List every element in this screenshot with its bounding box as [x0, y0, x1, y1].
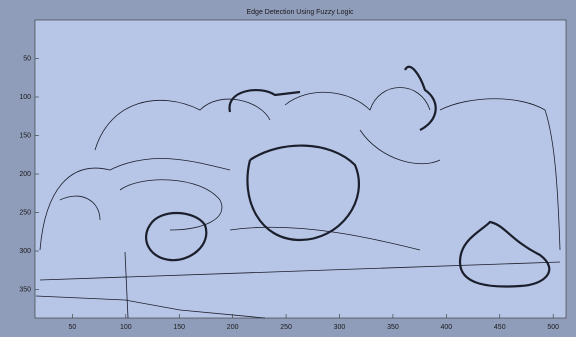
y-tick-label: 250 — [19, 209, 31, 216]
chart-title: Edge Detection Using Fuzzy Logic — [247, 9, 354, 16]
x-tick-label: 350 — [387, 324, 399, 331]
image-area — [35, 20, 566, 318]
y-tick-label: 100 — [19, 94, 31, 101]
page: Edge Detection Using Fuzzy Logic 50 100 15… — [0, 0, 576, 337]
x-tick-label: 500 — [547, 324, 559, 331]
x-tick-label: 300 — [334, 324, 346, 331]
y-tick-label: 150 — [19, 132, 31, 139]
chart: Edge Detection Using Fuzzy Logic 50 100 15… — [0, 0, 576, 337]
y-tick-label: 300 — [19, 248, 31, 255]
x-tick-label: 50 — [68, 324, 76, 331]
x-tick-label: 250 — [280, 324, 292, 331]
y-tick-label: 350 — [19, 286, 31, 293]
x-tick-label: 100 — [120, 324, 132, 331]
x-tick-label: 450 — [494, 324, 506, 331]
x-tick-label: 400 — [440, 324, 452, 331]
x-tick-label: 200 — [227, 324, 239, 331]
y-tick-label: 50 — [23, 55, 31, 62]
y-tick-label: 200 — [19, 171, 31, 178]
x-tick-label: 150 — [173, 324, 185, 331]
